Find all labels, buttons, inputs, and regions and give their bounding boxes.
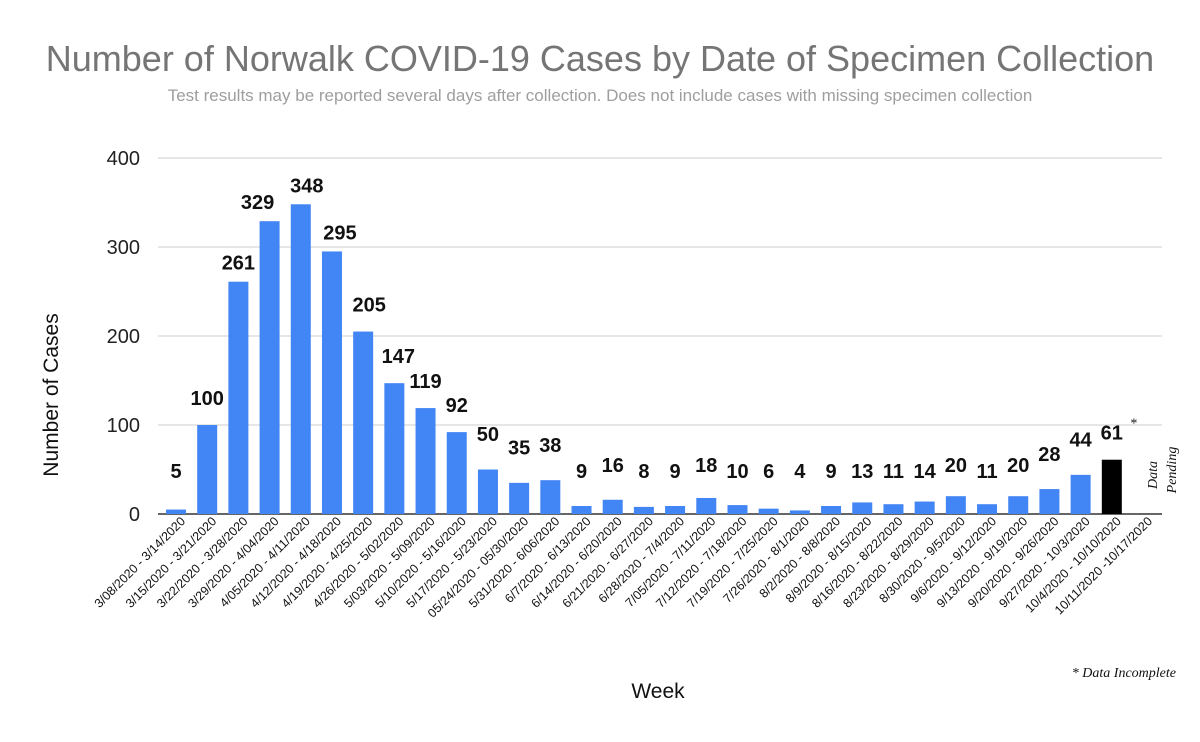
data-label: 28 <box>1038 444 1060 466</box>
incomplete-marker: * <box>1130 417 1137 432</box>
bar <box>852 502 873 514</box>
data-label: 100 <box>191 388 224 410</box>
bar <box>228 281 249 514</box>
data-label: 8 <box>638 461 649 483</box>
bar <box>1008 496 1029 514</box>
bar <box>945 496 966 514</box>
data-label: 13 <box>851 461 873 483</box>
bar <box>353 331 374 514</box>
data-label: 9 <box>826 461 837 483</box>
data-label: 4 <box>794 461 806 483</box>
data-label: 92 <box>446 395 468 417</box>
footnote-data-incomplete: * Data Incomplete <box>1072 666 1176 681</box>
bar <box>1101 459 1122 514</box>
bar <box>197 425 218 514</box>
bar <box>727 505 748 514</box>
chart-subtitle: Test results may be reported several day… <box>167 86 1033 105</box>
bar <box>166 509 186 514</box>
bar <box>665 505 686 514</box>
data-label: 261 <box>222 253 255 275</box>
data-label: 5 <box>170 461 181 483</box>
bar <box>321 251 342 514</box>
bars <box>166 204 1122 514</box>
data-pending-label-line1: Data <box>1146 461 1161 490</box>
bar <box>758 508 779 514</box>
data-label: 35 <box>508 438 530 460</box>
data-label: 9 <box>670 461 681 483</box>
bar <box>789 510 810 514</box>
data-label: 38 <box>539 435 561 457</box>
data-label: 119 <box>409 371 441 393</box>
bar <box>509 482 530 514</box>
data-label: 329 <box>241 192 274 214</box>
data-label: 16 <box>602 455 624 477</box>
bar <box>696 497 717 514</box>
bar <box>415 408 436 514</box>
data-label: 14 <box>914 461 937 483</box>
bar <box>883 504 904 514</box>
data-label: 9 <box>576 461 587 483</box>
bar <box>259 221 280 514</box>
bar <box>602 499 623 514</box>
bar <box>290 204 311 514</box>
data-label: 50 <box>477 424 499 446</box>
bar <box>821 505 842 514</box>
data-label: 20 <box>1007 455 1029 477</box>
y-tick-label: 400 <box>107 148 140 170</box>
data-label: 205 <box>352 295 385 317</box>
data-label: 6 <box>763 461 774 483</box>
bar <box>633 506 654 514</box>
data-label: 348 <box>290 175 323 197</box>
bar <box>1070 474 1091 514</box>
y-tick-label: 0 <box>129 504 140 526</box>
bar <box>477 469 498 514</box>
data-label: 18 <box>695 455 717 477</box>
data-label: 10 <box>726 461 748 483</box>
data-pending-label-line2: Pending <box>1165 447 1180 495</box>
bar <box>977 504 998 514</box>
data-label: 11 <box>976 461 997 483</box>
y-tick-label: 200 <box>107 326 140 348</box>
y-tick-label: 300 <box>107 237 140 259</box>
data-label: 44 <box>1069 430 1092 452</box>
bar <box>384 383 405 514</box>
y-tick-label: 100 <box>107 415 140 437</box>
bar <box>571 505 592 514</box>
bar <box>540 480 561 514</box>
x-axis-title: Week <box>631 680 685 703</box>
data-label: 147 <box>382 346 415 368</box>
data-label: 61 <box>1101 423 1123 445</box>
data-label: 20 <box>945 455 967 477</box>
y-axis-title: Number of Cases <box>40 313 63 476</box>
chart-title: Number of Norwalk COVID-19 Cases by Date… <box>45 38 1155 79</box>
bar <box>1039 489 1060 514</box>
bar <box>446 432 467 514</box>
bar <box>914 501 935 514</box>
data-label: 295 <box>323 222 356 244</box>
data-label: 11 <box>883 461 904 483</box>
